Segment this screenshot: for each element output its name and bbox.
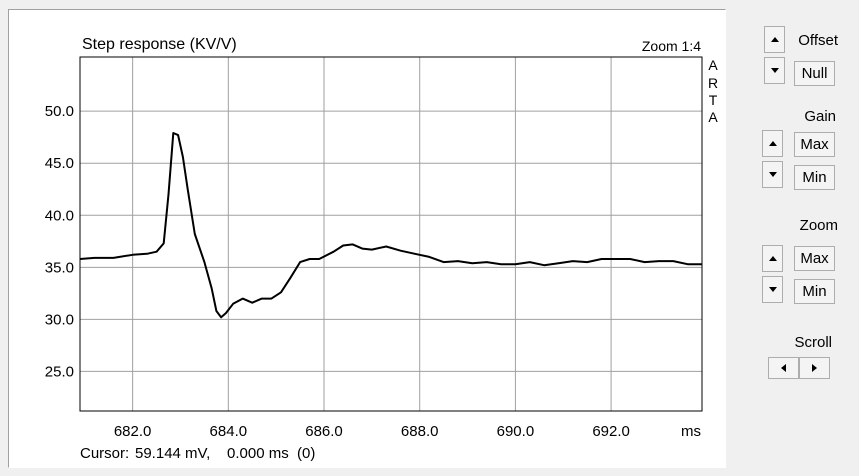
offset-up-button[interactable] (764, 26, 785, 53)
offset-down-button[interactable] (764, 57, 785, 84)
scroll-left-button[interactable] (768, 357, 799, 379)
gain-max-button[interactable]: Max (794, 132, 835, 157)
x-tick-label: 690.0 (497, 423, 535, 440)
offset-label: Offset (798, 32, 838, 49)
cursor-readout: 59.144 mV, 0.000 ms (0) (135, 445, 315, 462)
x-unit-label: ms (681, 423, 701, 440)
zoom-min-button[interactable]: Min (794, 279, 835, 304)
zoom-up-button[interactable] (762, 245, 783, 272)
arrow-left-icon (781, 364, 786, 372)
x-tick-label: 688.0 (401, 423, 439, 440)
gain-min-button[interactable]: Min (794, 165, 835, 190)
y-tick-label: 25.0 (45, 363, 74, 380)
chart-title: Step response (KV/V) (82, 36, 237, 53)
arrow-right-icon (812, 364, 817, 372)
step-response-chart[interactable]: Step response (KV/V) Zoom 1:4 A R T A 25… (9, 10, 726, 468)
watermark-letter: A (708, 57, 718, 73)
arrow-down-icon (768, 287, 777, 292)
x-tick-label: 684.0 (210, 423, 248, 440)
arrow-up-icon (768, 141, 777, 146)
watermark-letter: T (709, 92, 718, 108)
arta-watermark: A R T A (708, 57, 718, 125)
arrow-down-icon (768, 172, 777, 177)
scroll-label: Scroll (794, 334, 832, 351)
watermark-letter: R (708, 75, 718, 91)
watermark-letter: A (708, 109, 718, 125)
null-button[interactable]: Null (794, 61, 835, 86)
plot-frame (79, 56, 703, 412)
step-response-line (79, 132, 702, 319)
y-tick-label: 35.0 (45, 259, 74, 276)
arrow-up-icon (768, 256, 777, 261)
gain-up-button[interactable] (762, 130, 783, 157)
cursor-label: Cursor: (80, 445, 129, 462)
zoom-down-button[interactable] (762, 276, 783, 303)
scroll-buttons (768, 357, 831, 379)
x-tick-label: 692.0 (592, 423, 630, 440)
x-axis-ticks: 682.0 684.0 686.0 688.0 690.0 692.0 (114, 423, 630, 440)
gain-label: Gain (804, 108, 836, 125)
zoom-label: Zoom (799, 217, 838, 234)
y-tick-label: 45.0 (45, 155, 74, 172)
y-tick-label: 30.0 (45, 311, 74, 328)
y-tick-label: 50.0 (45, 103, 74, 120)
zoom-indicator: Zoom 1:4 (642, 38, 701, 54)
arrow-up-icon (770, 37, 779, 42)
scroll-right-button[interactable] (799, 357, 830, 379)
x-tick-label: 682.0 (114, 423, 152, 440)
gain-down-button[interactable] (762, 161, 783, 188)
y-axis-ticks: 25.0 30.0 35.0 40.0 45.0 50.0 (45, 103, 74, 380)
arrow-down-icon (770, 68, 779, 73)
plot-panel[interactable]: Step response (KV/V) Zoom 1:4 A R T A 25… (8, 9, 726, 468)
x-tick-label: 686.0 (305, 423, 343, 440)
grid-lines (80, 57, 702, 411)
control-panel: Offset Null Gain Max Min Zoom Max Min Sc… (728, 0, 859, 476)
y-tick-label: 40.0 (45, 207, 74, 224)
zoom-max-button[interactable]: Max (794, 246, 835, 271)
